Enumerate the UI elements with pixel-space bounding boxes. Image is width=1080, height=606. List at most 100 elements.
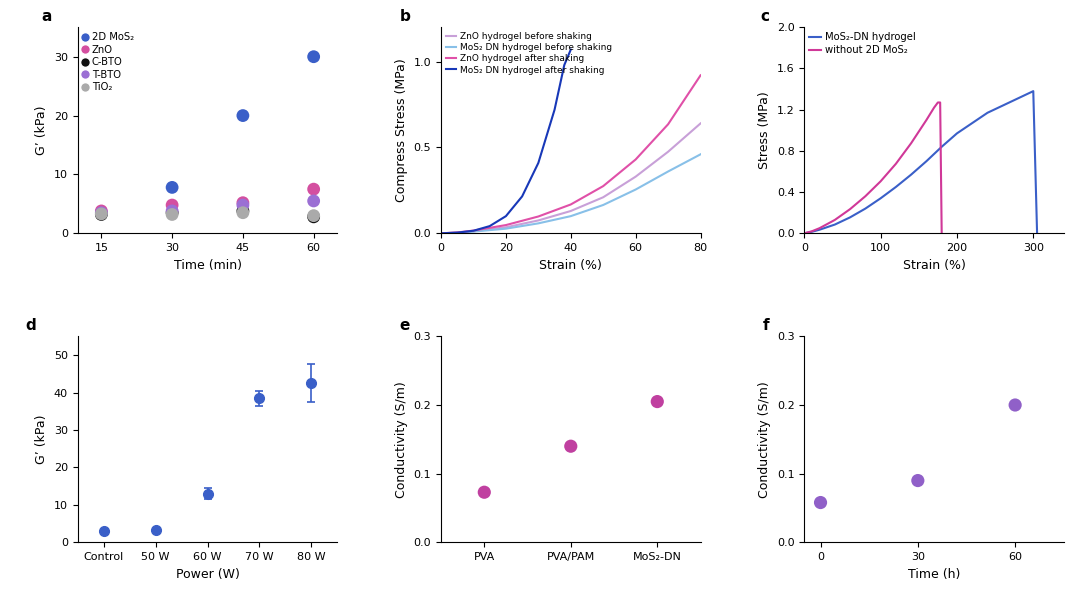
T-BTO [305,196,322,206]
ZnO hydrogel after shaking [694,72,707,79]
MoS₂ DN hydrogel before shaking [467,228,480,235]
without 2D MoS₂ [859,193,872,200]
TiO₂ [163,210,180,219]
MoS₂ DN hydrogel after shaking [499,213,512,220]
Point [475,487,492,497]
X-axis label: Power (W): Power (W) [176,568,240,581]
without 2D MoS₂ [931,99,944,106]
MoS₂-DN hydrogel [798,230,811,237]
Legend: MoS₂-DN hydrogel, without 2D MoS₂: MoS₂-DN hydrogel, without 2D MoS₂ [809,32,916,55]
ZnO hydrogel after shaking [499,221,512,228]
ZnO hydrogel before shaking [531,217,544,224]
ZnO hydrogel after shaking [467,227,480,234]
2D MoS₂ [234,111,252,121]
Point [562,441,579,451]
Legend: ZnO hydrogel before shaking, MoS₂ DN hydrogel before shaking, ZnO hydrogel after: ZnO hydrogel before shaking, MoS₂ DN hyd… [446,32,612,75]
Y-axis label: Stress (MPa): Stress (MPa) [758,92,771,169]
Point [649,397,666,407]
MoS₂-DN hydrogel [1030,230,1043,237]
TiO₂ [305,211,322,221]
without 2D MoS₂ [934,99,947,106]
MoS₂ DN hydrogel before shaking [597,201,610,208]
ZnO hydrogel before shaking [434,230,447,237]
ZnO [234,198,252,207]
X-axis label: Strain (%): Strain (%) [903,259,966,271]
MoS₂-DN hydrogel [1027,87,1040,95]
MoS₂ DN hydrogel before shaking [630,186,643,193]
MoS₂ DN hydrogel after shaking [564,46,577,53]
2D MoS₂ [163,182,180,192]
MoS₂ DN hydrogel before shaking [450,229,463,236]
Text: a: a [41,9,52,24]
without 2D MoS₂ [890,160,903,167]
MoS₂ DN hydrogel after shaking [450,229,463,236]
MoS₂-DN hydrogel [843,214,856,221]
MoS₂-DN hydrogel [966,119,978,127]
MoS₂ DN hydrogel after shaking [483,222,496,230]
Y-axis label: G’ (kPa): G’ (kPa) [36,105,49,155]
MoS₂-DN hydrogel [905,171,918,178]
MoS₂ DN hydrogel after shaking [467,227,480,235]
MoS₂-DN hydrogel [890,183,903,190]
ZnO hydrogel before shaking [499,224,512,231]
Point [1007,400,1024,410]
ZnO hydrogel after shaking [597,182,610,190]
ZnO [163,200,180,210]
Point [909,476,927,485]
C-BTO [305,212,322,222]
C-BTO [163,208,180,218]
MoS₂-DN hydrogel [859,205,872,212]
without 2D MoS₂ [920,116,933,124]
ZnO hydrogel before shaking [564,207,577,215]
without 2D MoS₂ [843,205,856,213]
MoS₂ DN hydrogel before shaking [434,230,447,237]
TiO₂ [234,208,252,218]
2D MoS₂ [305,52,322,62]
MoS₂ DN hydrogel after shaking [548,106,561,113]
without 2D MoS₂ [813,224,826,231]
without 2D MoS₂ [905,139,918,147]
MoS₂ DN hydrogel after shaking [557,61,570,68]
T-BTO [93,208,110,218]
without 2D MoS₂ [806,228,819,235]
Line: MoS₂ DN hydrogel after shaking: MoS₂ DN hydrogel after shaking [441,50,570,233]
Text: f: f [762,318,769,333]
MoS₂-DN hydrogel [935,143,948,150]
2D MoS₂ [93,208,110,218]
Line: MoS₂ DN hydrogel before shaking: MoS₂ DN hydrogel before shaking [441,155,701,233]
Text: b: b [400,9,410,24]
MoS₂-DN hydrogel [981,109,994,116]
C-BTO [234,206,252,216]
Y-axis label: Compress Stress (MPa): Compress Stress (MPa) [395,58,408,202]
MoS₂-DN hydrogel [828,221,841,228]
ZnO hydrogel after shaking [662,121,675,128]
Line: ZnO hydrogel after shaking: ZnO hydrogel after shaking [441,75,701,233]
without 2D MoS₂ [874,178,887,185]
Y-axis label: Conductivity (S/m): Conductivity (S/m) [395,381,408,498]
Y-axis label: Conductivity (S/m): Conductivity (S/m) [758,381,771,498]
ZnO hydrogel after shaking [531,213,544,220]
without 2D MoS₂ [798,230,811,237]
MoS₂-DN hydrogel [874,195,887,202]
MoS₂ DN hydrogel after shaking [515,193,528,200]
MoS₂-DN hydrogel [813,226,826,233]
MoS₂-DN hydrogel [806,228,819,235]
ZnO hydrogel before shaking [597,194,610,201]
ZnO [93,206,110,216]
X-axis label: Strain (%): Strain (%) [539,259,603,271]
Text: d: d [26,318,37,333]
Line: ZnO hydrogel before shaking: ZnO hydrogel before shaking [441,124,701,233]
MoS₂ DN hydrogel after shaking [531,159,544,167]
without 2D MoS₂ [928,104,941,112]
ZnO hydrogel after shaking [450,229,463,236]
MoS₂ DN hydrogel before shaking [564,213,577,220]
ZnO hydrogel before shaking [450,229,463,236]
MoS₂ DN hydrogel after shaking [434,230,447,237]
ZnO hydrogel before shaking [630,173,643,181]
X-axis label: Time (h): Time (h) [908,568,960,581]
C-BTO [93,210,110,219]
MoS₂-DN hydrogel [920,158,933,165]
MoS₂-DN hydrogel [1012,95,1025,102]
Text: c: c [760,9,769,24]
Text: e: e [400,318,410,333]
